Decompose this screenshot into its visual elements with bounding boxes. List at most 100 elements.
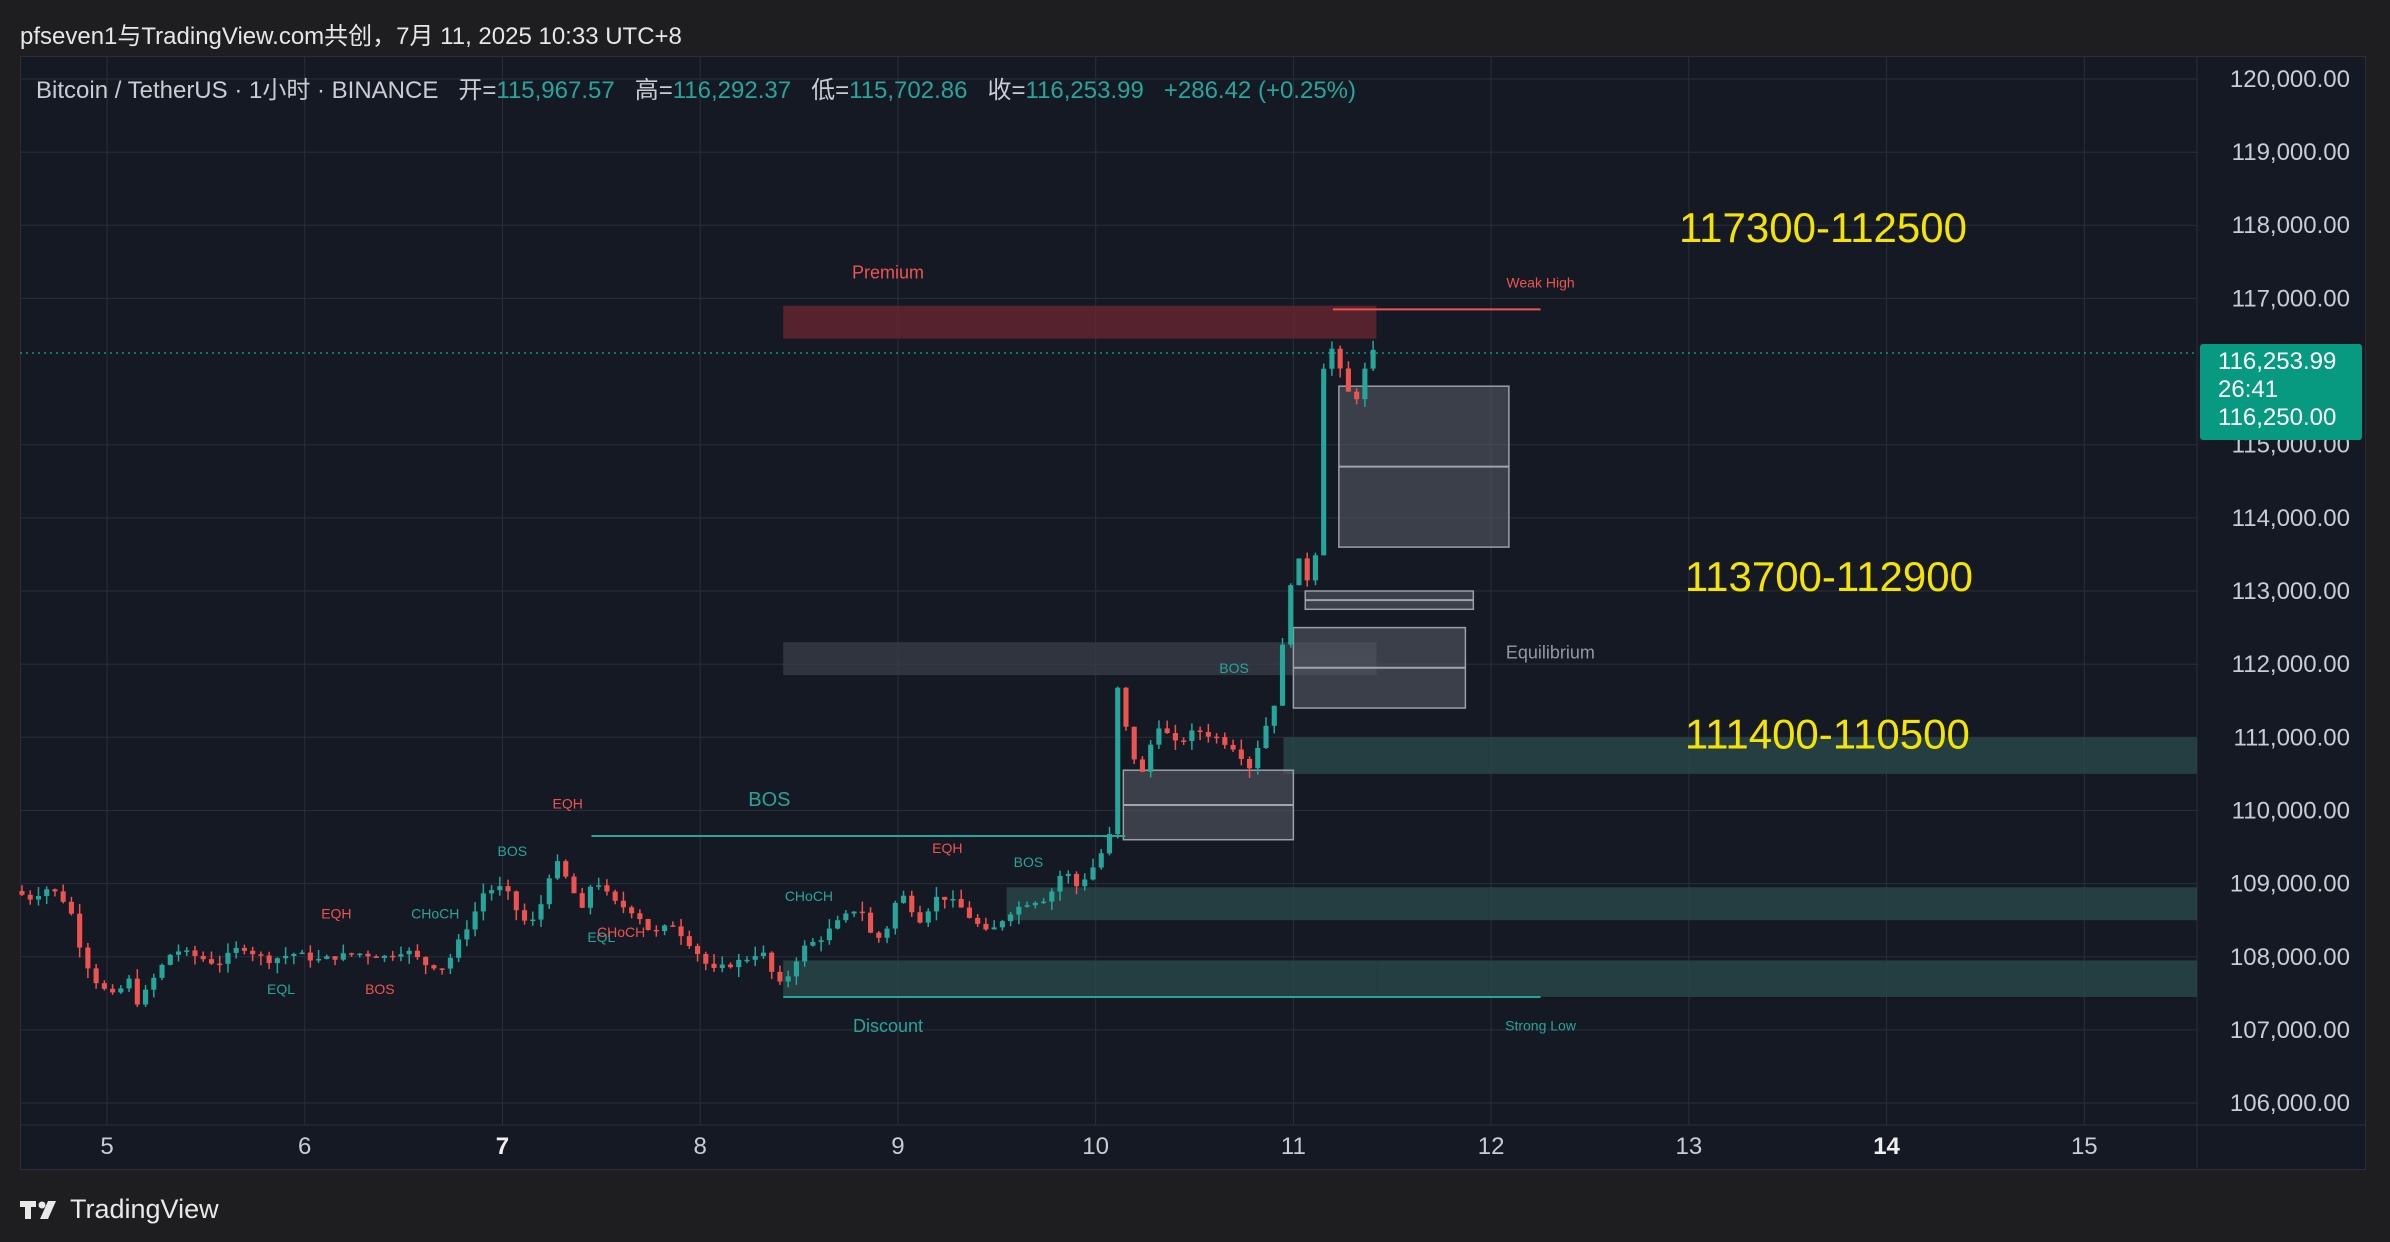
legend-open-label: 开= (458, 77, 497, 104)
candle-body (868, 912, 874, 933)
annotations: 117300-112500 113700-112900 111400-110500 (1679, 204, 1973, 757)
structure-label: Weak High (1506, 274, 1574, 290)
candle-body (1329, 348, 1335, 369)
candle-body (1255, 747, 1261, 769)
candle-body (316, 958, 322, 961)
candle-body (1073, 873, 1080, 887)
candle-body (686, 936, 692, 946)
header-bar: pfseven1与TradingView.com共创，7月 11, 2025 1… (0, 0, 2390, 56)
candle-body (1362, 368, 1368, 400)
zone-demand-111k (1283, 737, 2197, 774)
candle-body (1024, 905, 1030, 907)
candle-body (653, 929, 659, 932)
candle-body (538, 904, 544, 920)
grid (20, 57, 2366, 1168)
candle-body (283, 956, 289, 959)
candle-body (340, 953, 346, 960)
candle-body (744, 959, 750, 962)
candle-body (1098, 853, 1104, 868)
candle-body (332, 956, 338, 960)
candles (19, 340, 1376, 1007)
candle-body (958, 898, 964, 908)
candle-body (406, 950, 412, 955)
time-tick-label: 13 (1675, 1133, 1702, 1160)
candle-body (711, 963, 717, 968)
structure-label: Equilibrium (1506, 642, 1595, 662)
time-tick-label: 12 (1478, 1133, 1505, 1160)
candle-body (497, 886, 503, 891)
candle-body (909, 895, 915, 913)
candle-body (1016, 906, 1022, 915)
candle-body (373, 956, 379, 959)
price-tick-label: 117,000.00 (2232, 285, 2350, 312)
price-tick-label: 113,000.00 (2232, 578, 2350, 605)
candle-body (554, 861, 561, 879)
candle-body (1041, 901, 1047, 904)
legend-close: 116,253.99 (1025, 77, 1144, 104)
candle-body (975, 917, 981, 924)
candle-body (431, 965, 437, 969)
candle-body (769, 952, 775, 972)
tradingview-logo[interactable]: TradingView (20, 1194, 219, 1225)
legend-symbol[interactable]: Bitcoin / TetherUS · 1小时 · BINANCE (36, 77, 439, 104)
candle-body (307, 952, 313, 961)
time-axis[interactable]: 5 6 7 8 9 10 11 12 13 14 15 (100, 1133, 2097, 1160)
candle-body (381, 955, 388, 959)
candle-body (398, 954, 404, 957)
candle-body (85, 947, 91, 969)
candle-body (1106, 834, 1113, 854)
candle-body (68, 901, 74, 914)
candle-body (563, 861, 569, 877)
candle-body (1131, 726, 1137, 760)
candle-body (851, 911, 857, 914)
price-axis[interactable]: 120,000.00 119,000.00 118,000.00 117,000.00… (2230, 66, 2350, 1117)
candle-body (892, 902, 898, 929)
symbol-legend: Bitcoin / TetherUS · 1小时 · BINANCE 开= 115… (36, 70, 1356, 105)
candle-body (143, 989, 149, 1005)
time-tick-label: 14 (1873, 1133, 1900, 1160)
candle-body (678, 926, 684, 937)
zone-annotation: 117300-112500 (1679, 204, 1967, 251)
candle-body (604, 885, 610, 892)
candle-body (151, 977, 157, 990)
price-tick-label: 111,000.00 (2233, 724, 2350, 751)
candle-body (266, 955, 272, 964)
time-tick-label: 7 (496, 1133, 509, 1160)
candle-body (27, 894, 33, 900)
candle-body (217, 963, 223, 966)
candle-body (390, 955, 396, 958)
candle-body (645, 919, 651, 930)
candle-body (1049, 891, 1055, 902)
price-tick-label: 120,000.00 (2230, 66, 2350, 93)
candle-body (1288, 585, 1294, 645)
candle-body (802, 945, 808, 962)
candle-body (596, 885, 602, 887)
candle-body (760, 952, 767, 957)
candle-body (859, 911, 865, 914)
time-tick-label: 9 (891, 1133, 904, 1160)
zone-equilibrium-band (783, 642, 1377, 676)
zone-annotation: 111400-110500 (1685, 710, 1970, 757)
candle-body (324, 956, 330, 959)
candle-body (1230, 744, 1236, 750)
candle-body (694, 945, 701, 955)
candle-body (637, 913, 643, 920)
candle-body (703, 954, 709, 964)
candle-body (1181, 740, 1187, 742)
candle-body (925, 911, 931, 923)
candle-body (1304, 558, 1310, 581)
legend-high-label: 高= (634, 77, 673, 104)
candle-body (884, 928, 890, 938)
candle-body (35, 896, 42, 900)
structure-label: BOS (498, 843, 528, 859)
candle-body (126, 978, 132, 989)
price-tick-label: 110,000.00 (2232, 797, 2350, 824)
legend-change: +286.42 (+0.25%) (1163, 77, 1356, 104)
candle-body (134, 978, 140, 1005)
candle-body (612, 891, 618, 901)
candle-body (1065, 873, 1071, 876)
candle-body (1115, 687, 1121, 835)
price-tick-label: 106,000.00 (2230, 1090, 2350, 1117)
legend-low: 115,702.86 (849, 77, 968, 104)
